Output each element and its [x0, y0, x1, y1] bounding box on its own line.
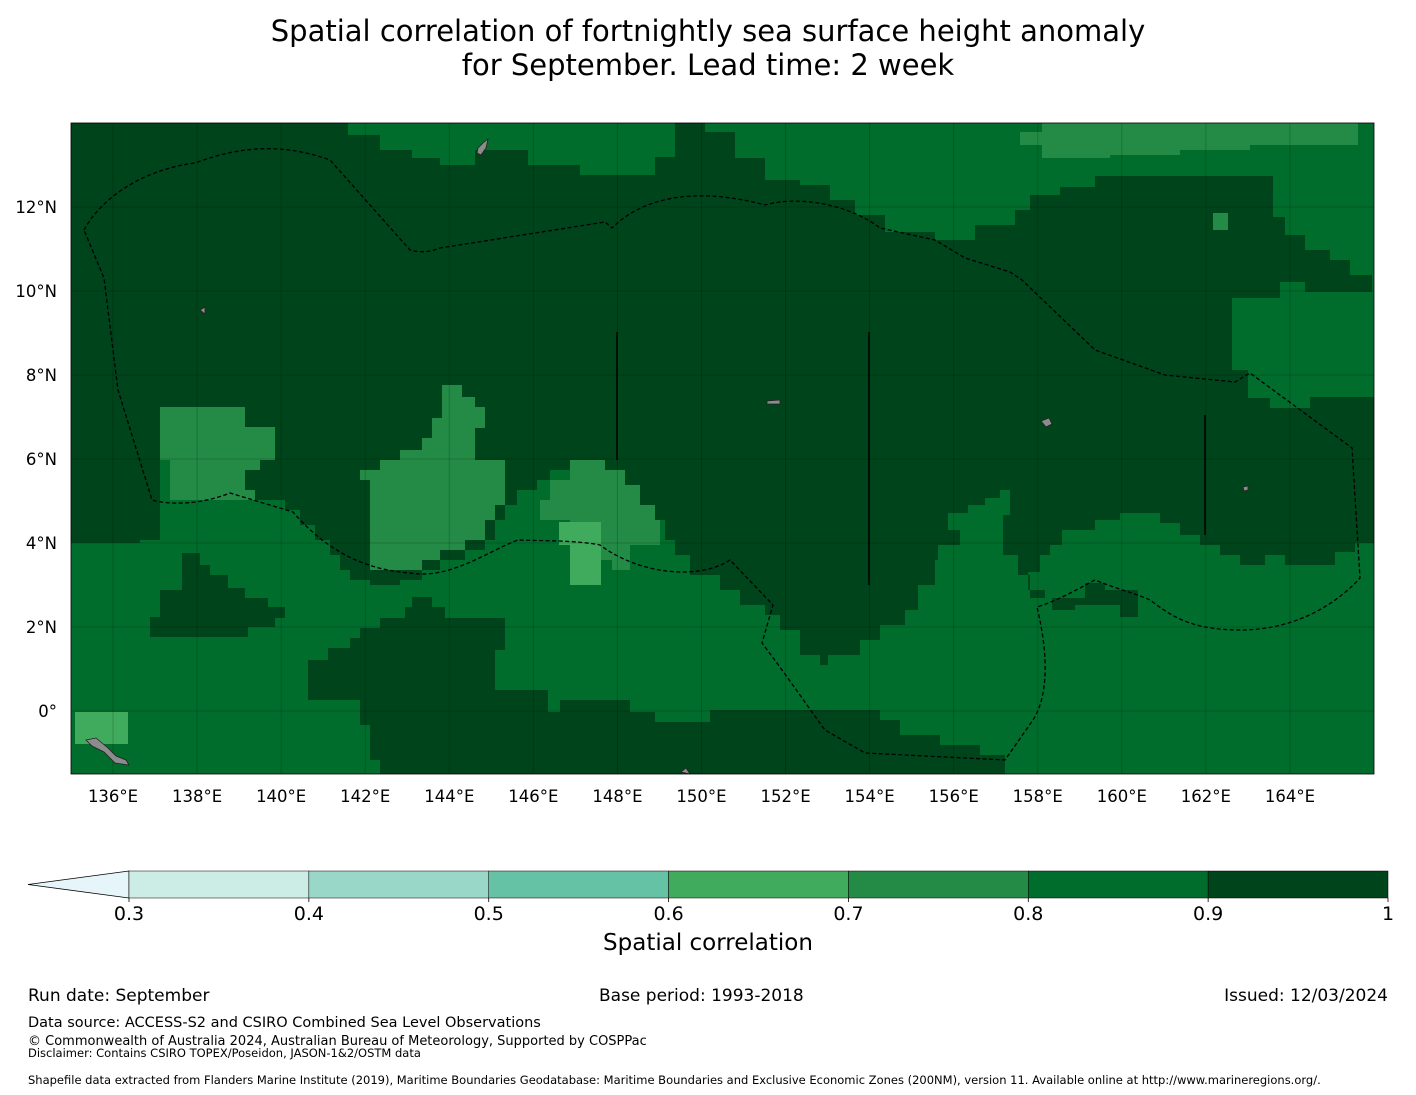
lon-label-138: 138°E: [172, 787, 222, 806]
lon-label-152: 152°E: [760, 787, 810, 806]
lon-label-162: 162°E: [1181, 787, 1231, 806]
colorbar-bin-6: [1207, 870, 1389, 899]
lon-label-144: 144°E: [424, 787, 474, 806]
lon-label-150: 150°E: [676, 787, 726, 806]
chart-title: Spatial correlation of fortnightly sea s…: [0, 14, 1416, 82]
issued-date: Issued: 12/03/2024: [1224, 986, 1388, 1006]
lon-label-148: 148°E: [592, 787, 642, 806]
landmasses: [85, 137, 1249, 774]
copyright-note: © Commonwealth of Australia 2024, Austra…: [28, 1034, 647, 1049]
field-mid-correlation-central: [360, 385, 505, 570]
lon-label-140: 140°E: [256, 787, 306, 806]
eez-boundaries: [83, 148, 1361, 761]
lon-label-156: 156°E: [929, 787, 979, 806]
data-source-note: Data source: ACCESS-S2 and CSIRO Combine…: [28, 1015, 541, 1031]
colorbar-tick-label-4: 0.7: [833, 903, 863, 925]
lat-label-2: 2°N: [26, 618, 57, 637]
lat-label-6: 6°N: [26, 450, 57, 469]
field-high-correlation-blob-south: [308, 597, 1005, 774]
field-high-correlation-blob-west: [150, 553, 285, 637]
colorbar-bin-0: [128, 870, 310, 899]
graticule: [71, 123, 1374, 774]
land-new-ireland-tip: [680, 767, 691, 774]
map-frame: [70, 122, 1375, 775]
colorbar-tick-label-7: 1: [1382, 903, 1394, 925]
colorbar-tick-label-1: 0.4: [294, 903, 324, 925]
lon-label-146: 146°E: [508, 787, 558, 806]
colorbar-tick-label-6: 0.9: [1193, 903, 1223, 925]
lon-label-142: 142°E: [340, 787, 390, 806]
lon-label-158: 158°E: [1013, 787, 1063, 806]
title-line-1: Spatial correlation of fortnightly sea s…: [270, 14, 1146, 48]
lon-label-164: 164°E: [1265, 787, 1315, 806]
title-line-2: for September. Lead time: 2 week: [461, 48, 955, 82]
lat-label-4: 4°N: [26, 534, 57, 553]
base-period: Base period: 1993-2018: [599, 986, 804, 1006]
colorbar-tick-label-3: 0.6: [653, 903, 683, 925]
run-date: Run date: September: [28, 986, 210, 1006]
correlation-map: 136°E 138°E 140°E 142°E 144°E 146°E 148°E 150°E…: [15, 122, 1375, 806]
colorbar-bin-5: [1028, 870, 1209, 899]
field-low-correlation-patch-3: [75, 712, 128, 744]
field-mid-correlation-islets: [1213, 213, 1228, 230]
colorbar-tick-label-2: 0.5: [474, 903, 504, 925]
lat-label-12: 12°N: [15, 198, 57, 217]
colorbar-tick-label-0: 0.3: [114, 903, 144, 925]
colorbar-bin-2: [488, 870, 669, 899]
land-bougainville: [85, 737, 130, 766]
land-guam: [476, 137, 489, 156]
field-low-correlation-patch-2: [570, 545, 601, 585]
lat-label-0: 0°: [38, 702, 57, 721]
lon-label-136: 136°E: [88, 787, 138, 806]
longitude-labels: 136°E 138°E 140°E 142°E 144°E 146°E 148°E 150°E…: [88, 787, 1315, 806]
land-kosrae: [1242, 485, 1249, 492]
colorbar-bin-4: [848, 870, 1029, 899]
colorbar-bin-3: [668, 870, 849, 899]
eez-boundary-north: [83, 148, 1361, 761]
disclaimer-note: Disclaimer: Contains CSIRO TOPEX/Poseido…: [28, 1046, 421, 1060]
land-islet-north: [199, 306, 206, 315]
land-pohnpei: [1040, 417, 1053, 428]
lat-label-10: 10°N: [15, 282, 57, 301]
field-mid-correlation-west: [160, 407, 275, 500]
field-mid-correlation-northeast: [1020, 123, 1358, 158]
shapefile-note: Shapefile data extracted from Flanders M…: [28, 1073, 1321, 1087]
colorbar-extend-arrow: [27, 870, 130, 899]
lon-label-154: 154°E: [845, 787, 895, 806]
colorbar-bin-1: [308, 870, 489, 899]
map-field: [71, 123, 1374, 774]
lat-label-8: 8°N: [26, 366, 57, 385]
colorbar-label: Spatial correlation: [603, 930, 813, 956]
field-low-correlation-patch-1: [559, 522, 601, 545]
grid-artifact-lines: [616, 332, 1206, 585]
land-islet-chuuk: [766, 399, 781, 405]
latitude-labels: 12°N 10°N 8°N 6°N 4°N 2°N 0°: [15, 198, 57, 721]
colorbar-tick-label-5: 0.8: [1013, 903, 1043, 925]
lon-label-160: 160°E: [1097, 787, 1147, 806]
